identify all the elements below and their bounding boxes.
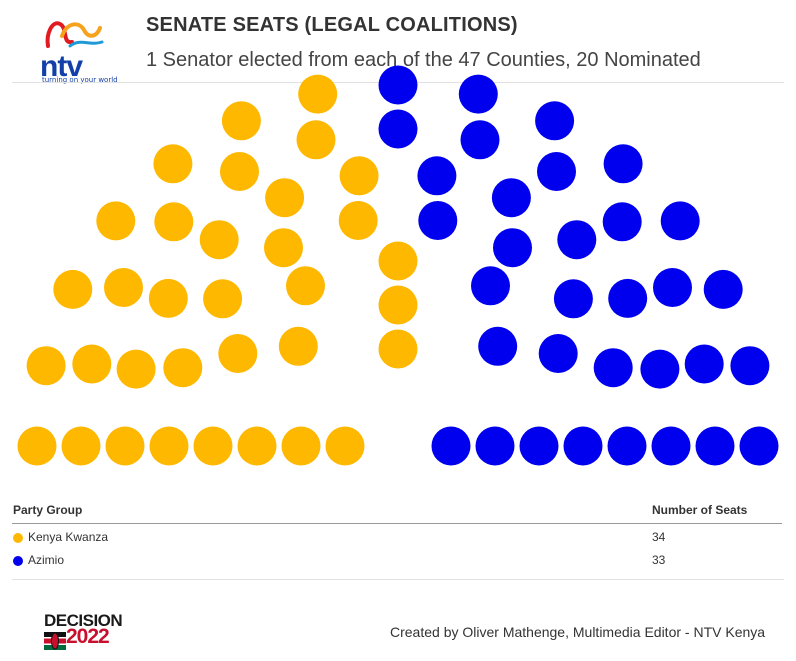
seat-azimio <box>418 201 458 240</box>
seat-kenya-kwanza <box>53 269 93 309</box>
legend-header-rule <box>12 523 782 524</box>
seat-azimio <box>458 74 498 114</box>
seat-azimio <box>651 426 691 466</box>
seat-azimio <box>538 334 578 373</box>
seat-azimio <box>417 156 457 196</box>
credit-text: Created by Oliver Mathenge, Multimedia E… <box>390 624 766 640</box>
seat-kenya-kwanza <box>17 426 57 466</box>
seat-azimio <box>739 426 779 466</box>
seat-kenya-kwanza <box>96 201 136 241</box>
legend-row-azimio: Azimio 33 <box>12 551 782 574</box>
seat-azimio <box>563 426 603 466</box>
seat-kenya-kwanza <box>193 426 233 466</box>
seat-kenya-kwanza <box>286 266 325 306</box>
decision-logo-text: DECISION <box>44 611 123 630</box>
seat-kenya-kwanza <box>264 228 303 268</box>
seat-kenya-kwanza <box>26 346 66 386</box>
seat-kenya-kwanza <box>339 156 379 196</box>
legend-header: Party Group Number of Seats <box>12 503 782 521</box>
seat-kenya-kwanza <box>154 202 194 242</box>
seat-kenya-kwanza <box>378 329 418 369</box>
azimio-dot-icon <box>13 556 23 566</box>
seat-kenya-kwanza <box>61 426 101 466</box>
seat-kenya-kwanza <box>199 220 239 260</box>
ntv-tagline: turning on your world <box>42 76 118 84</box>
seat-azimio <box>535 101 575 141</box>
legend-seat-count: 34 <box>652 530 666 544</box>
seat-kenya-kwanza <box>237 426 277 466</box>
legend-party-name: Kenya Kwanza <box>28 530 109 544</box>
chart-title: SENATE SEATS (LEGAL COALITIONS) <box>146 14 518 36</box>
seat-azimio <box>493 228 532 268</box>
seat-kenya-kwanza <box>105 426 145 466</box>
seat-azimio <box>557 220 597 260</box>
seat-kenya-kwanza <box>153 144 193 184</box>
seat-azimio <box>378 65 418 105</box>
legend-header-group: Party Group <box>13 503 83 517</box>
seat-azimio <box>537 152 576 191</box>
seat-kenya-kwanza <box>148 278 188 318</box>
seat-kenya-kwanza <box>104 268 143 307</box>
ntv-logo: ntv turning on your world <box>40 16 118 84</box>
seat-azimio <box>471 266 510 306</box>
seat-kenya-kwanza <box>265 178 305 218</box>
seat-azimio <box>431 426 471 466</box>
seat-kenya-kwanza <box>218 334 258 373</box>
ntv-ribbon-icon <box>45 21 104 48</box>
seat-kenya-kwanza <box>378 241 418 281</box>
seat-azimio <box>553 279 593 319</box>
seat-azimio <box>684 344 724 384</box>
legend-seat-count: 33 <box>652 553 666 567</box>
seat-kenya-kwanza <box>296 120 336 160</box>
seat-kenya-kwanza <box>116 349 156 389</box>
seat-kenya-kwanza <box>338 201 378 240</box>
seat-kenya-kwanza <box>298 74 338 114</box>
seat-kenya-kwanza <box>72 344 112 384</box>
seat-kenya-kwanza <box>281 426 321 466</box>
seat-azimio <box>730 346 770 386</box>
kenya-kwanza-dot-icon <box>13 533 23 543</box>
seat-azimio <box>603 144 643 184</box>
seat-kenya-kwanza <box>163 348 203 388</box>
seat-azimio <box>660 201 700 241</box>
seat-kenya-kwanza <box>221 101 261 141</box>
seat-azimio <box>653 268 692 307</box>
seat-azimio <box>491 178 531 218</box>
decision-2022-logo: DECISION 2022 <box>44 611 134 651</box>
seat-kenya-kwanza <box>203 279 243 319</box>
seat-azimio <box>640 349 680 389</box>
seat-azimio <box>607 426 647 466</box>
seat-azimio <box>378 109 418 149</box>
seat-kenya-kwanza <box>220 152 259 191</box>
seat-azimio <box>519 426 559 466</box>
seat-kenya-kwanza <box>378 285 418 325</box>
seat-kenya-kwanza <box>325 426 365 466</box>
footer-divider <box>12 579 784 580</box>
seat-azimio <box>593 348 633 388</box>
seat-kenya-kwanza <box>149 426 189 466</box>
seat-azimio <box>478 326 518 366</box>
seat-azimio <box>602 202 642 242</box>
seat-kenya-kwanza <box>278 326 318 366</box>
legend-party-name: Azimio <box>28 553 65 567</box>
seat-azimio <box>460 120 500 160</box>
hemicycle-chart <box>17 65 779 466</box>
legend-row-kenya-kwanza: Kenya Kwanza 34 <box>12 528 782 551</box>
legend-table: Party Group Number of Seats Kenya Kwanza… <box>12 503 782 567</box>
decision-logo-year: 2022 <box>66 625 110 648</box>
seat-azimio <box>475 426 515 466</box>
ntv-logo-text: ntv <box>40 50 83 83</box>
kenya-flag-icon <box>44 632 66 650</box>
legend-header-seats: Number of Seats <box>652 503 748 517</box>
chart-subtitle: 1 Senator elected from each of the 47 Co… <box>146 49 701 71</box>
seat-azimio <box>703 269 743 309</box>
seat-azimio <box>695 426 735 466</box>
seat-azimio <box>608 278 648 318</box>
